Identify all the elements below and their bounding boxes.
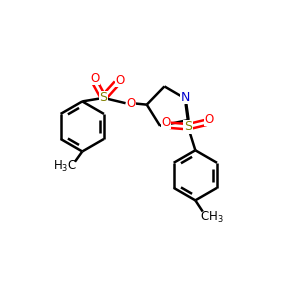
Text: S: S <box>100 92 107 104</box>
Text: CH$_3$: CH$_3$ <box>200 210 224 225</box>
Text: O: O <box>116 74 125 87</box>
Text: O: O <box>162 116 171 129</box>
Text: O: O <box>90 72 99 85</box>
Text: N: N <box>181 91 190 104</box>
Text: H$_3$C: H$_3$C <box>52 159 77 174</box>
Text: S: S <box>184 120 192 133</box>
Text: O: O <box>205 113 214 126</box>
Text: O: O <box>126 97 136 110</box>
